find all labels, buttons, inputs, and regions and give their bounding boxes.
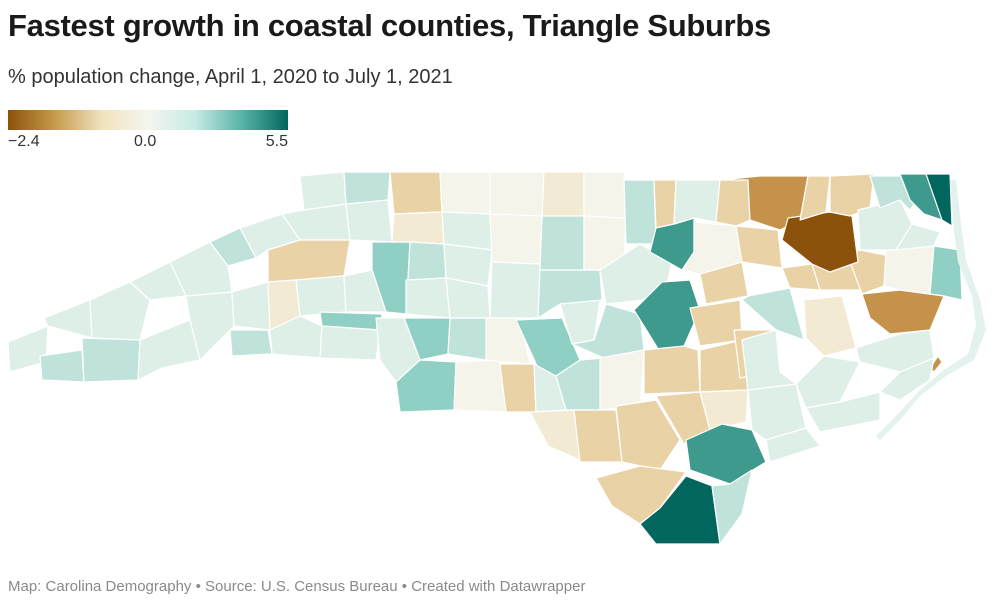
county-region <box>741 329 797 391</box>
source-credit: Map: Carolina Demography • Source: U.S. … <box>8 578 586 595</box>
county-region <box>653 179 677 229</box>
legend-labels: −2.4 0.0 5.5 <box>8 130 288 150</box>
county-region <box>453 359 507 413</box>
county-region <box>699 389 749 431</box>
county-region <box>447 317 491 361</box>
county-region <box>876 180 986 440</box>
county-region <box>89 281 151 341</box>
county-region <box>499 363 537 413</box>
county-region <box>229 329 273 357</box>
county-region <box>319 325 381 361</box>
county-region <box>583 171 627 219</box>
county-region <box>799 175 831 221</box>
chart-title: Fastest growth in coastal counties, Tria… <box>8 8 771 43</box>
county-region <box>299 171 347 211</box>
county-region <box>407 241 447 281</box>
county-region <box>231 281 271 331</box>
county-region <box>405 277 451 319</box>
county-region <box>599 349 645 411</box>
county-region <box>861 289 945 335</box>
county-region <box>615 399 681 471</box>
county-region <box>169 241 233 297</box>
county-region <box>39 349 85 383</box>
county-region <box>765 427 821 463</box>
county-region <box>137 319 201 381</box>
county-region <box>803 295 857 357</box>
county-region <box>711 469 753 545</box>
county-region <box>295 275 347 317</box>
county-region <box>929 245 963 301</box>
county-region <box>539 215 585 271</box>
county-region <box>741 287 805 341</box>
nc-county-map <box>7 171 986 545</box>
legend-mid-label: 0.0 <box>134 133 157 150</box>
county-region <box>795 355 861 409</box>
county-region <box>389 171 443 215</box>
chart-subtitle: % population change, April 1, 2020 to Ju… <box>8 66 453 88</box>
county-region <box>879 357 935 401</box>
county-region <box>573 409 623 463</box>
legend-max-label: 5.5 <box>265 133 288 150</box>
county-region <box>925 173 953 227</box>
county-region <box>643 345 701 395</box>
county-region <box>623 179 657 245</box>
county-region <box>685 423 767 485</box>
county-region <box>343 171 391 205</box>
county-region <box>439 171 491 215</box>
county-region <box>391 211 445 245</box>
county-region <box>343 269 387 313</box>
county-region <box>267 239 351 283</box>
county-region <box>489 213 543 265</box>
county-region <box>345 199 393 243</box>
county-region <box>81 337 141 383</box>
county-region <box>883 243 935 295</box>
county-region <box>929 355 943 373</box>
county-region <box>689 299 743 347</box>
county-region <box>805 391 881 433</box>
county-region <box>735 225 783 269</box>
legend-min-label: −2.4 <box>8 133 40 150</box>
county-region <box>43 299 93 339</box>
county-region <box>599 243 673 305</box>
county-region <box>781 211 859 273</box>
legend-gradient-bar <box>8 110 288 130</box>
county-region <box>715 179 751 227</box>
county-region <box>489 171 545 217</box>
county-region <box>541 171 585 217</box>
county-region <box>529 409 581 461</box>
color-legend: −2.4 0.0 5.5 <box>8 110 288 150</box>
county-region <box>485 317 531 365</box>
county-region <box>895 223 941 251</box>
county-region <box>673 179 721 225</box>
county-region <box>489 261 541 319</box>
